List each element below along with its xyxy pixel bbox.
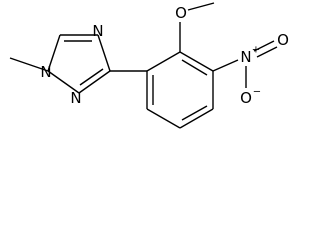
structure-diagram: N N N O N + O O − xyxy=(9,2,289,129)
bond xyxy=(146,51,181,72)
bond xyxy=(253,40,275,52)
bond xyxy=(79,68,104,86)
bond xyxy=(179,51,214,72)
atom-label: N xyxy=(70,89,81,107)
atom-label: N xyxy=(92,22,103,40)
atom-label: O xyxy=(175,4,187,22)
bond xyxy=(187,2,215,11)
bond xyxy=(181,105,208,121)
charge: + xyxy=(252,45,260,56)
atom-label: N xyxy=(40,63,51,81)
bond xyxy=(179,108,214,129)
bond xyxy=(146,108,181,129)
bond xyxy=(256,46,278,58)
atom-labels: N N N O N + O O − xyxy=(40,4,289,107)
bond xyxy=(78,70,111,94)
bond xyxy=(212,59,239,72)
bond xyxy=(9,57,49,72)
atom-label: N xyxy=(240,48,251,66)
atom-label: O xyxy=(240,89,252,107)
charge: − xyxy=(253,87,261,98)
bond xyxy=(47,70,80,94)
atom-label: O xyxy=(277,31,289,49)
bond xyxy=(97,34,111,72)
bonds xyxy=(9,2,278,129)
bond xyxy=(47,34,61,72)
bond xyxy=(181,59,208,76)
